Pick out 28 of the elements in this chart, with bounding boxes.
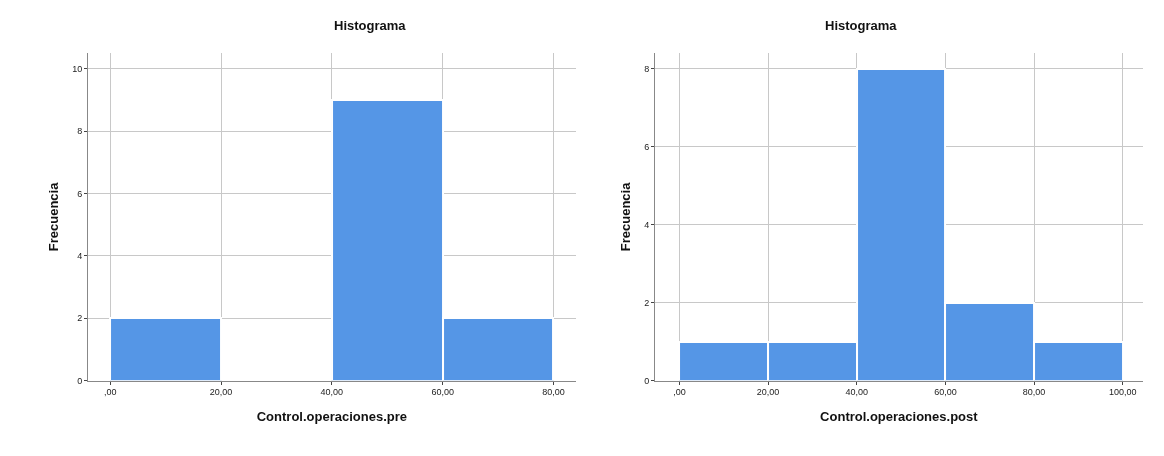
x-tick-label: 20,00 [756,387,780,398]
y-axis-title: Frecuencia [618,181,634,252]
y-tick-label: 6 [77,188,83,199]
x-tick-label: ,00 [673,387,686,398]
x-axis-title: Control.operaciones.post [820,409,979,425]
y-tick-label: 0 [77,375,83,386]
x-tick-label: 60,00 [934,387,957,398]
y-tick-label: 2 [644,297,650,308]
x-tick-label: 100,00 [1108,387,1137,398]
chart-title: Histograma [334,18,407,33]
y-tick-label: 8 [644,63,650,74]
y-tick-label: 6 [644,141,650,152]
y-tick-label: 2 [77,313,83,324]
y-tick-label: 8 [77,126,83,137]
x-tick-label: 40,00 [320,387,344,398]
y-tick-label: 4 [77,251,83,262]
x-tick-label: 80,00 [1022,387,1046,398]
y-tick-label: 0 [644,375,650,386]
chart-title: Histograma [825,18,898,33]
x-tick-label: ,00 [103,387,117,398]
x-tick-label: 20,00 [209,387,233,398]
x-tick-label: 60,00 [431,387,454,398]
x-axis-title: Control.operaciones.pre [256,409,407,425]
y-tick-label: 10 [72,63,83,74]
x-tick-label: 80,00 [542,387,565,398]
y-axis-title: Frecuencia [46,181,62,252]
x-tick-label: 40,00 [845,387,869,398]
y-tick-label: 4 [644,219,650,230]
